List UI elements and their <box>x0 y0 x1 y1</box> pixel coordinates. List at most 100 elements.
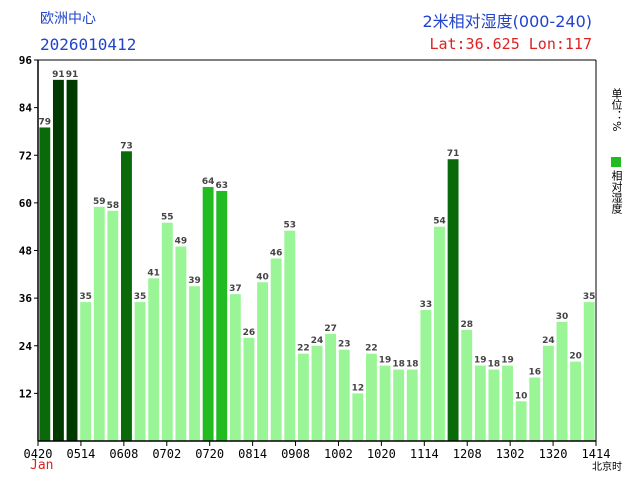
data-label: 24 <box>542 336 555 346</box>
data-label: 59 <box>93 197 106 207</box>
bar <box>189 286 200 441</box>
x-tick-label: 1320 <box>539 447 568 461</box>
x-tick-label: 1114 <box>410 447 439 461</box>
location-label: Lat:36.625 Lon:117 <box>429 35 592 53</box>
y-tick-label: 36 <box>19 292 33 305</box>
x-tick-label: 0608 <box>109 447 138 461</box>
y-tick-label: 48 <box>19 245 32 258</box>
legend-label: 相对湿度 <box>610 170 623 214</box>
data-label: 54 <box>433 217 446 227</box>
bar <box>297 353 309 441</box>
bar <box>542 345 554 441</box>
x-tick-label: 0702 <box>152 447 181 461</box>
data-label: 19 <box>379 356 392 366</box>
data-label: 53 <box>284 221 297 231</box>
bar <box>529 377 541 441</box>
bar <box>352 393 364 441</box>
bar <box>325 333 337 441</box>
bar <box>93 206 105 441</box>
center-name: 欧洲中心 <box>40 11 96 27</box>
x-tick-label: 1302 <box>496 447 525 461</box>
data-label: 22 <box>297 344 310 354</box>
bar <box>52 79 64 441</box>
data-label: 30 <box>556 312 569 322</box>
data-label: 41 <box>147 268 160 278</box>
bar <box>556 321 568 441</box>
data-label: 35 <box>583 292 596 302</box>
data-label: 28 <box>460 320 473 330</box>
y-tick-label: 72 <box>19 149 32 162</box>
data-label: 63 <box>215 181 228 191</box>
bar <box>583 302 595 441</box>
data-label: 64 <box>202 177 215 187</box>
data-label: 35 <box>134 292 147 302</box>
data-label: 79 <box>39 117 52 127</box>
bar <box>148 278 160 441</box>
data-label: 20 <box>569 352 582 362</box>
bar <box>502 365 513 441</box>
data-label: 55 <box>161 213 174 223</box>
data-label: 18 <box>406 360 419 370</box>
data-label: 27 <box>324 324 337 334</box>
x-axis-title: 北京时 <box>592 460 622 473</box>
bar <box>134 302 146 441</box>
x-tick-label: 0514 <box>66 447 95 461</box>
data-label: 33 <box>420 300 433 310</box>
data-label: 49 <box>175 237 188 247</box>
bar <box>570 361 582 441</box>
data-label: 26 <box>243 328 256 338</box>
bar <box>406 369 418 441</box>
data-label: 58 <box>107 201 120 211</box>
bar <box>107 210 119 441</box>
data-label: 19 <box>501 356 514 366</box>
x-tick-label: 1414 <box>582 447 611 461</box>
bar <box>270 258 282 441</box>
bar <box>338 349 350 441</box>
bar <box>365 353 377 441</box>
data-label: 91 <box>66 70 79 80</box>
data-label: 91 <box>52 70 65 80</box>
bar <box>216 190 228 441</box>
data-label: 18 <box>392 360 405 370</box>
bar <box>39 127 51 441</box>
bar <box>161 222 173 441</box>
x-tick-label: 0720 <box>195 447 224 461</box>
bar <box>447 159 459 441</box>
data-label: 19 <box>474 356 487 366</box>
bar <box>243 337 255 441</box>
data-label: 16 <box>528 368 541 378</box>
y-tick-label: 84 <box>19 102 33 115</box>
bar <box>379 365 391 441</box>
data-label: 12 <box>352 383 365 393</box>
bar <box>284 230 296 441</box>
y-tick-label: 12 <box>19 387 32 400</box>
data-label: 10 <box>515 391 528 401</box>
data-label: 18 <box>488 360 501 370</box>
data-label: 23 <box>338 340 351 350</box>
data-label: 35 <box>79 292 92 302</box>
bar <box>229 294 241 441</box>
bar <box>461 329 473 441</box>
data-label: 40 <box>256 272 269 282</box>
data-label: 39 <box>188 276 201 286</box>
x-tick-label: 0908 <box>281 447 310 461</box>
bar <box>175 246 187 441</box>
run-time: 2026010412 <box>40 35 137 54</box>
x-tick-label: 1020 <box>367 447 396 461</box>
bar <box>202 187 214 441</box>
bar <box>257 282 269 441</box>
bar <box>515 401 527 441</box>
data-label: 71 <box>447 149 460 159</box>
x-tick-label: 1002 <box>324 447 353 461</box>
x-tick-label: 0420 <box>24 447 53 461</box>
data-label: 24 <box>311 336 324 346</box>
legend-swatch <box>611 157 621 167</box>
y-tick-label: 96 <box>19 54 33 67</box>
data-label: 73 <box>120 141 133 151</box>
chart-title: 2米相对湿度(000-240) <box>422 12 592 31</box>
unit-label: 单位：% <box>610 88 623 132</box>
month-label: Jan <box>30 458 54 473</box>
x-tick-label: 1208 <box>453 447 482 461</box>
data-label: 22 <box>365 344 378 354</box>
